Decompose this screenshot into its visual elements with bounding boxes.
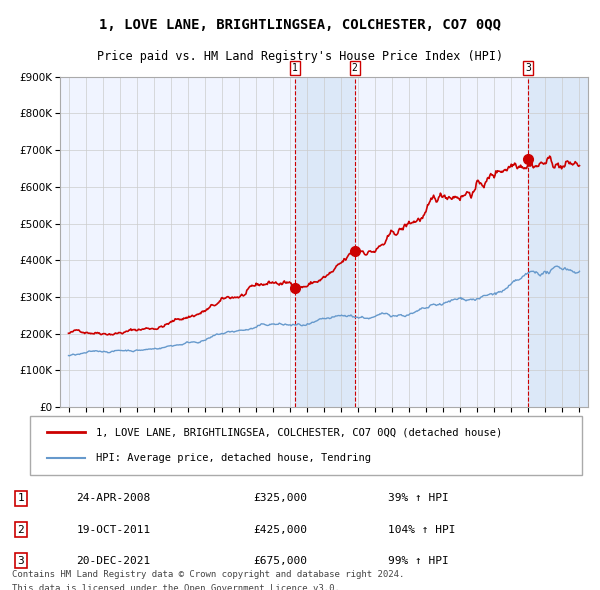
Text: 24-APR-2008: 24-APR-2008 — [77, 493, 151, 503]
Text: £325,000: £325,000 — [253, 493, 307, 503]
FancyBboxPatch shape — [30, 416, 582, 475]
Text: £425,000: £425,000 — [253, 525, 307, 535]
Text: 1, LOVE LANE, BRIGHTLINGSEA, COLCHESTER, CO7 0QQ (detached house): 1, LOVE LANE, BRIGHTLINGSEA, COLCHESTER,… — [96, 428, 502, 437]
Text: 1: 1 — [17, 493, 24, 503]
Text: 2: 2 — [352, 63, 358, 73]
Text: 3: 3 — [525, 63, 531, 73]
Text: 99% ↑ HPI: 99% ↑ HPI — [388, 556, 449, 566]
Text: 104% ↑ HPI: 104% ↑ HPI — [388, 525, 456, 535]
Text: This data is licensed under the Open Government Licence v3.0.: This data is licensed under the Open Gov… — [12, 584, 340, 590]
Text: 1, LOVE LANE, BRIGHTLINGSEA, COLCHESTER, CO7 0QQ: 1, LOVE LANE, BRIGHTLINGSEA, COLCHESTER,… — [99, 18, 501, 32]
Text: 20-DEC-2021: 20-DEC-2021 — [77, 556, 151, 566]
Text: 39% ↑ HPI: 39% ↑ HPI — [388, 493, 449, 503]
Text: 19-OCT-2011: 19-OCT-2011 — [77, 525, 151, 535]
Bar — [528, 77, 588, 407]
Text: 1: 1 — [292, 63, 298, 73]
Text: £675,000: £675,000 — [253, 556, 307, 566]
Text: 2: 2 — [17, 525, 24, 535]
Text: Contains HM Land Registry data © Crown copyright and database right 2024.: Contains HM Land Registry data © Crown c… — [12, 570, 404, 579]
Text: 3: 3 — [17, 556, 24, 566]
Text: Price paid vs. HM Land Registry's House Price Index (HPI): Price paid vs. HM Land Registry's House … — [97, 50, 503, 63]
Bar — [295, 77, 355, 407]
Text: HPI: Average price, detached house, Tendring: HPI: Average price, detached house, Tend… — [96, 454, 371, 463]
